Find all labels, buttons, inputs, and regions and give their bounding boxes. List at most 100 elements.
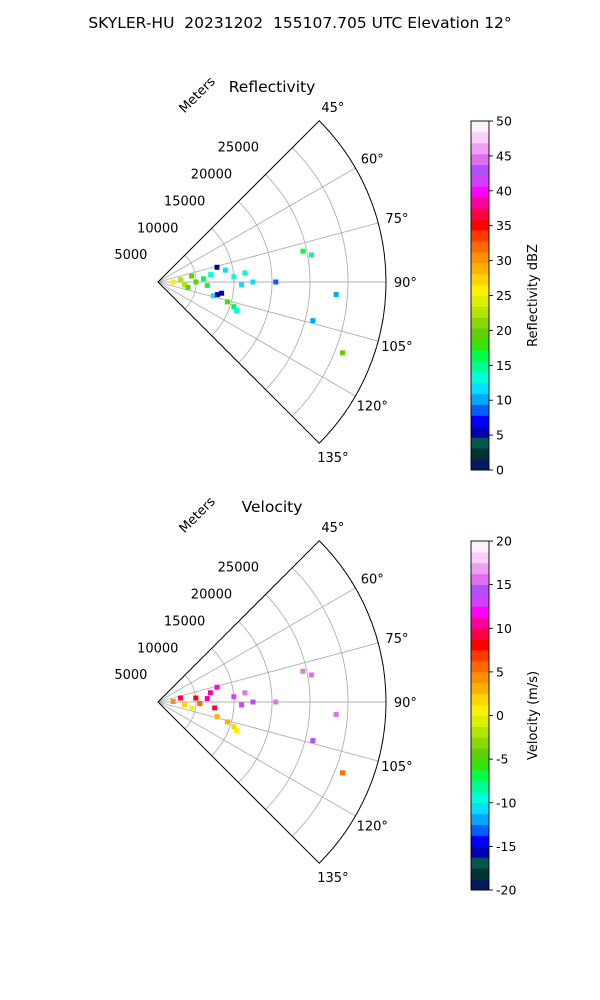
azimuth-spoke (157, 281, 379, 342)
colorbar-swatch (471, 606, 489, 618)
colorbar-swatch (471, 759, 489, 771)
azimuth-tick-label: 135° (317, 451, 348, 466)
colorbar-swatch (471, 551, 489, 564)
colorbar-swatch (471, 360, 489, 373)
azimuth-spoke (157, 701, 356, 817)
data-point (231, 274, 237, 280)
colorbar-swatch (471, 628, 489, 640)
colorbar-swatch (471, 595, 489, 607)
colorbar-tick-label: 40 (496, 183, 512, 198)
range-tick-label: 15000 (164, 614, 205, 629)
colorbar-swatch (471, 328, 489, 340)
colorbar-swatch (471, 153, 489, 166)
figure-title: SKYLER-HU 20231202 155107.705 UTC Elevat… (88, 14, 512, 32)
data-point (339, 350, 345, 356)
data-point (185, 284, 191, 290)
colorbar: 0 5 10 15 20 25 30 35 40 45 50 Reflectivity dBZ (470, 114, 541, 478)
data-point (234, 308, 240, 314)
colorbar-swatch (471, 295, 489, 307)
colorbar-swatch (471, 350, 489, 362)
data-point (210, 293, 216, 299)
colorbar-swatch (471, 306, 489, 318)
colorbar-tick-label: 10 (496, 393, 512, 408)
range-axis-label: Meters (177, 494, 219, 536)
colorbar-swatch (471, 584, 489, 596)
data-point (239, 702, 245, 708)
data-point (300, 668, 306, 674)
data-point (273, 699, 279, 705)
data-point (207, 690, 213, 696)
azimuth-spoke (157, 281, 356, 397)
colorbar-swatch (471, 459, 489, 471)
azimuth-spoke (157, 701, 379, 762)
colorbar-swatch (471, 704, 489, 716)
colorbar-tick-label: 50 (496, 114, 512, 129)
range-tick-label: 25000 (218, 561, 259, 576)
colorbar-swatch (471, 219, 489, 231)
colorbar-tick-label: 30 (496, 253, 512, 268)
colorbar-swatch (471, 737, 489, 749)
range-tick-label: 10000 (137, 221, 178, 236)
data-point (170, 279, 176, 285)
data-point (214, 264, 220, 270)
data-point (219, 290, 225, 296)
colorbar-swatch (471, 682, 489, 695)
colorbar-swatch (471, 846, 489, 858)
azimuth-tick-label: 105° (381, 760, 412, 775)
colorbar-swatch (471, 197, 489, 209)
colorbar-swatch (471, 835, 489, 847)
data-point (250, 699, 256, 705)
data-point (204, 282, 210, 288)
colorbar-tick-label: 35 (496, 218, 512, 233)
data-point (214, 714, 220, 720)
colorbar-swatch (471, 541, 489, 553)
data-point (234, 728, 240, 734)
data-point (177, 695, 183, 701)
range-tick-label: 25000 (218, 141, 259, 156)
data-point (224, 299, 230, 305)
colorbar-tick-label: -10 (496, 795, 516, 810)
range-tick-label: 20000 (191, 168, 232, 183)
colorbar-swatch (471, 121, 489, 133)
plot-frame (157, 120, 387, 444)
azimuth-tick-label: 135° (317, 871, 348, 886)
colorbar-tick-label: 5 (496, 664, 504, 679)
colorbar-swatch (471, 382, 489, 395)
data-point (310, 738, 316, 744)
colorbar-swatch (471, 262, 489, 275)
data-point (250, 279, 256, 285)
polar-panel-2: Velocity 45° 60° 75° 90° 105° 120° 135° 5000 1000… (114, 494, 541, 897)
colorbar-tick-label: 0 (496, 463, 504, 478)
range-axis-label: Meters (177, 74, 219, 116)
data-point (212, 705, 218, 711)
colorbar-swatch (471, 824, 489, 836)
colorbar-swatch (471, 251, 489, 264)
range-tick-label: 5000 (114, 668, 147, 683)
colorbar-swatch (471, 240, 489, 253)
colorbar-label: Velocity (m/s) (526, 671, 541, 760)
data-point (231, 724, 237, 730)
polar-panel-1: Reflectivity45°60°75°90°105°120°135°5000… (114, 74, 541, 477)
data-point (224, 719, 230, 725)
colorbar-swatch (471, 748, 489, 760)
azimuth-tick-label: 120° (357, 820, 388, 835)
azimuth-tick-label: 90° (394, 276, 417, 291)
colorbar-swatch (471, 393, 489, 405)
data-point (242, 690, 248, 696)
azimuth-tick-label: 60° (361, 572, 384, 587)
colorbar-swatch (471, 339, 489, 351)
range-tick-label: 5000 (114, 248, 147, 263)
colorbar-swatch (471, 671, 489, 684)
colorbar-swatch (471, 142, 489, 155)
data-point (308, 252, 314, 258)
colorbar-swatch (471, 164, 489, 176)
data-point (189, 273, 195, 279)
data-point (310, 318, 316, 324)
colorbar-tick-label: 10 (496, 621, 512, 636)
azimuth-tick-label: 90° (394, 696, 417, 711)
colorbar-swatch (471, 879, 489, 891)
colorbar-swatch (471, 208, 489, 220)
colorbar-swatch (471, 175, 489, 187)
colorbar-swatch (471, 284, 489, 296)
